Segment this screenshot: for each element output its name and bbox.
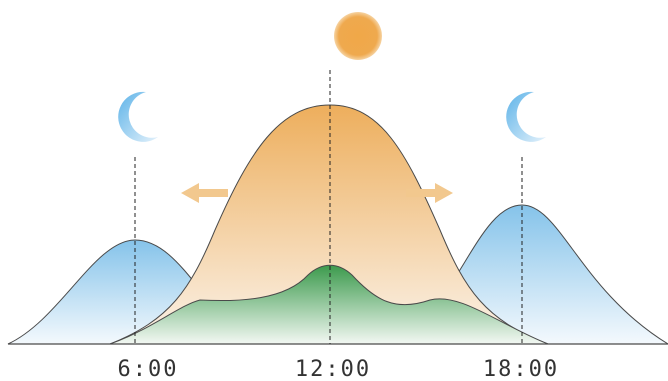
- midday-green-curve: [109, 264, 549, 345]
- arrow-right-icon: [406, 183, 453, 203]
- time-label-6: 6:00: [118, 357, 179, 381]
- crescent-moon-icon: [506, 91, 546, 142]
- sun-icon: [334, 12, 382, 60]
- evening-curve: [429, 204, 668, 345]
- time-label-18: 18:00: [483, 357, 559, 381]
- crescent-moon-icon: [118, 91, 158, 142]
- time-label-12: 12:00: [295, 357, 371, 381]
- arrow-left-icon: [181, 183, 228, 203]
